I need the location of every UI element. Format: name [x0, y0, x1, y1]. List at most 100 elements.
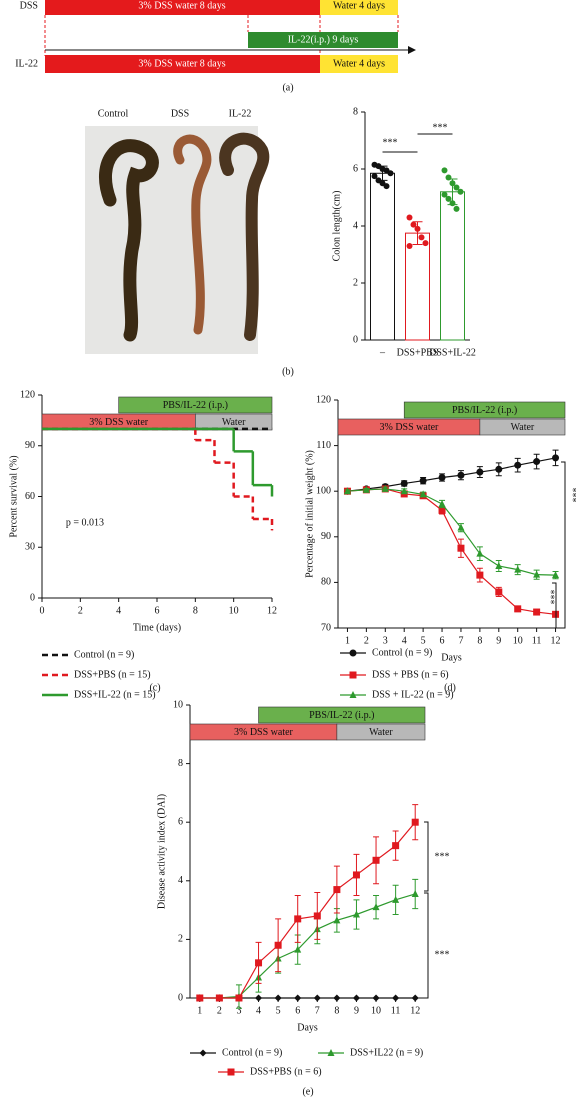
x-tick-label: 7 [315, 1005, 320, 1016]
marker [419, 477, 427, 485]
y-tick-label: 120 [316, 394, 331, 405]
axes [189, 705, 425, 999]
legend-label: DSS+PBS (n = 6) [250, 1066, 322, 1077]
marker [533, 570, 541, 578]
timeline: DSS 3% DSS water 8 days Water 4 days IL-… [15, 0, 416, 73]
legend-marker [349, 649, 357, 657]
x-tick-label: 5 [276, 1005, 281, 1016]
marker [294, 945, 302, 953]
annotation: *** [383, 137, 398, 148]
panel-label: (c) [149, 682, 160, 693]
annotation: *** [433, 122, 448, 133]
marker [438, 506, 446, 514]
photo-label: Control [98, 108, 129, 119]
data-point [441, 191, 448, 198]
marker [457, 523, 465, 531]
x-tick-label: 11 [391, 1005, 401, 1016]
x-tick-label: 10 [229, 605, 239, 616]
marker [552, 454, 560, 462]
data-point [414, 225, 421, 232]
segment-label: Water 4 days [333, 0, 385, 11]
phase-label: PBS/IL-22 (i.p.) [452, 405, 517, 416]
marker [381, 484, 389, 492]
marker [352, 910, 360, 918]
segment-label: 3% DSS water 8 days [138, 0, 225, 11]
series-line [347, 488, 556, 576]
marker [235, 994, 243, 1002]
colon-photo: Control DSS IL-22 [85, 108, 270, 354]
x-tick-label: 12 [551, 635, 561, 646]
marker [333, 916, 341, 924]
legend-label: Control (n = 9) [372, 647, 432, 658]
marker [438, 499, 446, 507]
y-axis-label: Percent survival (%) [8, 455, 19, 537]
arrow-head [408, 46, 416, 54]
y-tick-label: 0 [353, 334, 358, 345]
marker [411, 889, 419, 897]
legend-label: DSS+IL22 (n = 9) [350, 1047, 423, 1058]
bar [440, 191, 465, 341]
marker [352, 994, 360, 1002]
data-point [445, 174, 452, 181]
y-tick-label: 60 [25, 491, 35, 502]
legend-label: Control (n = 9) [222, 1047, 282, 1058]
annotation: p = 0.013 [66, 517, 104, 528]
phase-label: 3% DSS water [379, 422, 439, 433]
x-tick-label: 4 [256, 1005, 261, 1016]
panel-label: (d) [444, 682, 456, 693]
phase-bar [118, 396, 273, 414]
data-point [371, 173, 378, 180]
data-point [422, 240, 429, 247]
y-tick-label: 8 [178, 758, 183, 769]
marker [255, 959, 263, 967]
water-segment [320, 0, 398, 15]
marker [400, 479, 408, 487]
marker [333, 886, 341, 894]
y-tick-label: 90 [25, 440, 35, 451]
x-tick-label: DSS+IL-22 [429, 347, 476, 358]
series-line [199, 893, 416, 999]
y-tick-label: 0 [30, 592, 35, 603]
marker [457, 471, 465, 479]
dss-segment [45, 55, 320, 73]
y-axis-label: Colon length(cm) [331, 191, 342, 262]
marker [495, 465, 503, 473]
x-tick-label: 0 [40, 605, 45, 616]
y-tick-label: 110 [316, 440, 331, 451]
marker [495, 561, 503, 569]
row-label: DSS [20, 0, 38, 11]
x-tick-label: 5 [421, 635, 426, 646]
marker [392, 994, 400, 1002]
row-label: IL-22 [15, 58, 38, 69]
series-line [199, 821, 416, 999]
data-point [406, 242, 413, 249]
photo-label: DSS [171, 108, 189, 119]
x-tick-label: 1 [197, 1005, 202, 1016]
y-tick-label: 70 [321, 622, 331, 633]
photo-label: IL-22 [229, 108, 252, 119]
phase-label: 3% DSS water [89, 417, 149, 428]
treatment-segment [248, 32, 398, 48]
x-tick-label: 12 [267, 605, 277, 616]
annotation: *** [435, 851, 450, 862]
phase-label: Water [369, 727, 393, 738]
data-point [387, 170, 394, 177]
panel-label: (a) [282, 82, 293, 93]
legend-label: DSS + IL-22 (n = 9) [372, 689, 454, 700]
y-tick-label: 100 [316, 485, 331, 496]
legend-marker [349, 691, 357, 698]
marker [411, 818, 419, 826]
legend-label: DSS+IL-22 (n = 15) [74, 689, 156, 700]
marker [533, 608, 541, 616]
phase-label: 3% DSS water [234, 727, 294, 738]
x-tick-label: 6 [295, 1005, 300, 1016]
x-tick-label: 9 [354, 1005, 359, 1016]
phase-label: Water [222, 417, 246, 428]
dss-segment [45, 0, 320, 15]
x-tick-label: 4 [402, 635, 407, 646]
phase-bar [258, 706, 426, 724]
bracket [552, 582, 557, 629]
x-tick-label: 9 [496, 635, 501, 646]
marker [438, 474, 446, 482]
